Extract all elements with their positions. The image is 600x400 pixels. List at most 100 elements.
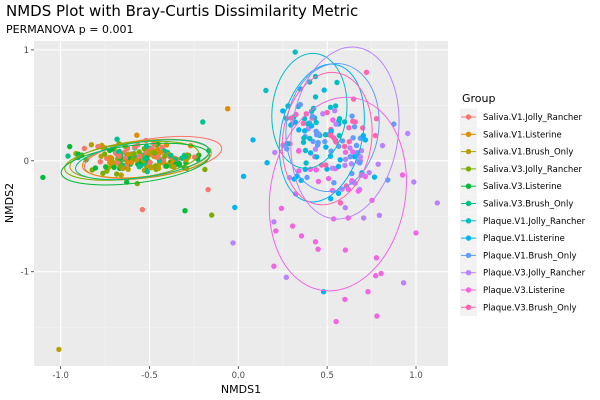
scatter-point	[328, 196, 334, 202]
scatter-point	[357, 160, 363, 166]
scatter-point	[143, 143, 150, 150]
scatter-point	[322, 132, 329, 138]
scatter-point	[144, 168, 150, 175]
legend-item: Plaque.V1.Brush_Only	[460, 246, 577, 264]
scatter-point	[301, 116, 308, 122]
legend-key-point	[465, 252, 472, 259]
legend-key-point	[465, 218, 472, 224]
scatter-point	[374, 313, 380, 319]
scatter-point	[322, 138, 328, 145]
scatter-point	[342, 162, 348, 169]
scatter-point	[399, 172, 406, 178]
x-tick-label: 1.0	[409, 371, 423, 381]
scatter-point	[162, 153, 168, 159]
scatter-point	[114, 171, 120, 177]
scatter-point	[434, 200, 440, 206]
scatter-point	[168, 152, 174, 158]
legend-label: Saliva.V1.Listerine	[483, 130, 562, 140]
scatter-point	[341, 143, 348, 150]
scatter-point	[67, 143, 73, 150]
scatter-point	[336, 116, 343, 122]
scatter-point	[315, 246, 321, 252]
scatter-point	[365, 289, 371, 295]
scatter-point	[333, 318, 339, 325]
scatter-point	[292, 49, 298, 55]
scatter-point	[333, 121, 339, 127]
legend-item: Saliva.V1.Listerine	[460, 125, 562, 143]
confidence-ellipse	[83, 135, 223, 179]
y-tick-label: -1	[21, 268, 29, 278]
scatter-point	[56, 346, 62, 353]
legend-label: Plaque.V3.Jolly_Rancher	[483, 269, 586, 279]
scatter-point	[372, 132, 379, 139]
legend-key-point	[465, 166, 472, 172]
scatter-point	[125, 151, 132, 157]
scatter-point	[324, 109, 330, 116]
scatter-point	[357, 154, 364, 160]
chart-subtitle: PERMANOVA p = 0.001	[6, 23, 133, 36]
scatter-point	[303, 160, 309, 166]
scatter-point	[373, 273, 379, 279]
scatter-point	[333, 139, 339, 145]
confidence-ellipse	[271, 52, 348, 169]
scatter-point	[271, 219, 277, 225]
scatter-point	[102, 151, 108, 157]
scatter-point	[308, 108, 315, 115]
scatter-point	[298, 233, 305, 239]
scatter-point	[307, 79, 313, 85]
scatter-point	[289, 223, 296, 229]
scatter-point	[116, 153, 122, 159]
x-tick-label: 0.5	[320, 371, 334, 381]
scatter-point	[302, 128, 308, 134]
scatter-point	[302, 147, 309, 154]
scatter-point	[147, 159, 153, 166]
scatter-point	[312, 239, 319, 245]
scatter-point	[350, 135, 356, 141]
panel-background	[34, 41, 448, 366]
scatter-point	[341, 119, 348, 125]
scatter-point	[330, 117, 336, 123]
legend-label: Saliva.V3.Jolly_Rancher	[483, 165, 583, 175]
scatter-point	[104, 168, 110, 174]
scatter-point	[315, 178, 322, 185]
scatter-point	[205, 186, 211, 193]
scatter-point	[342, 247, 349, 253]
legend-label: Saliva.V1.Brush_Only	[483, 148, 573, 158]
legend-label: Saliva.V3.Brush_Only	[483, 200, 573, 210]
scatter-point	[314, 154, 320, 160]
scatter-point	[155, 154, 161, 160]
scatter-point	[351, 153, 358, 160]
scatter-point	[103, 164, 109, 170]
scatter-point	[346, 139, 352, 145]
scatter-point	[97, 159, 104, 165]
scatter-point	[373, 255, 380, 261]
legend-label: Plaque.V3.Brush_Only	[483, 303, 577, 313]
scatter-point	[232, 204, 238, 211]
scatter-point	[363, 69, 370, 76]
scatter-point	[323, 144, 329, 150]
scatter-point	[273, 228, 279, 234]
legend-item: Plaque.V3.Jolly_Rancher	[460, 264, 586, 282]
scatter-point	[347, 154, 353, 160]
scatter-point	[147, 149, 154, 156]
legend-label: Plaque.V1.Listerine	[483, 234, 565, 244]
scatter-point	[134, 132, 140, 138]
scatter-point	[334, 79, 340, 86]
scatter-point	[136, 164, 142, 170]
scatter-point	[136, 149, 142, 155]
scatter-point	[136, 153, 143, 159]
legend-key-point	[465, 200, 472, 207]
legend-item: Saliva.V1.Jolly_Rancher	[460, 108, 583, 126]
legend-key-point	[465, 114, 472, 120]
confidence-ellipse	[74, 139, 210, 181]
confidence-ellipse	[281, 71, 373, 206]
scatter-point	[124, 159, 131, 165]
legend-key-point	[465, 287, 472, 293]
scatter-point	[346, 125, 352, 131]
legend-label: Plaque.V1.Brush_Only	[483, 251, 577, 261]
legend-item: Saliva.V1.Brush_Only	[460, 143, 573, 161]
scatter-point	[312, 94, 319, 100]
legend-key-point	[465, 131, 472, 137]
scatter-point	[302, 166, 308, 172]
